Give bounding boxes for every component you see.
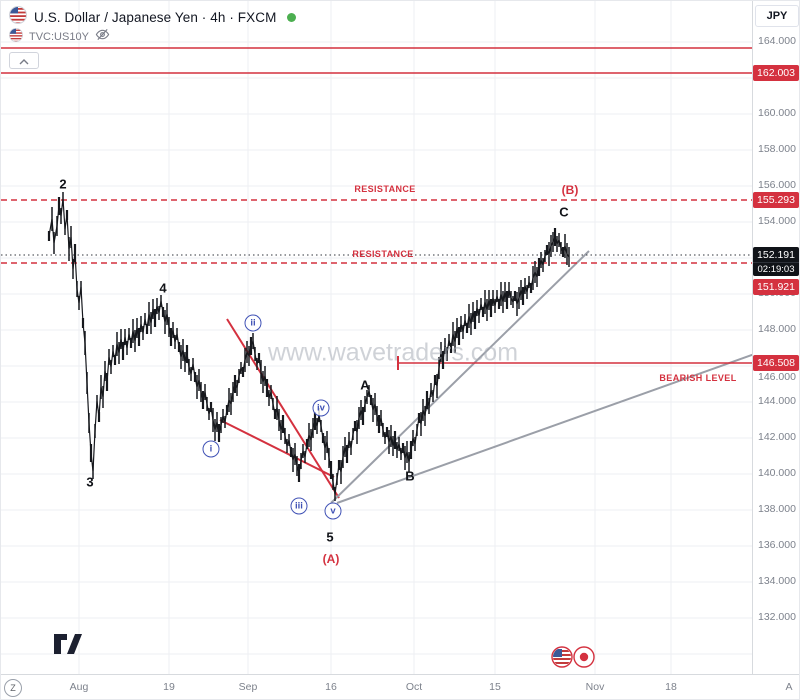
time-tick: Oct — [405, 681, 423, 693]
price-level-badge: 146.508 — [753, 355, 799, 371]
gray-trendline — [336, 353, 754, 504]
chart-legend: U.S. Dollar / Japanese Yen · 4h · FXCM — [9, 5, 297, 69]
chart-area[interactable]: www.wavetraders.com RESISTANCE RESISTANCE… — [1, 1, 754, 676]
price-level-badge: 151.921 — [753, 279, 799, 295]
watermark: www.wavetraders.com — [267, 338, 519, 367]
collapse-legend-button[interactable] — [9, 52, 39, 69]
timezone-button[interactable]: Z — [4, 679, 22, 697]
price-tick: 144.000 — [758, 395, 796, 407]
currency-toggle-button[interactable]: JPY — [755, 5, 799, 27]
us-flag-circle-icon — [551, 646, 573, 673]
tradingview-logo[interactable] — [53, 633, 83, 660]
price-tick: 146.000 — [758, 371, 796, 383]
gray-trendline — [330, 250, 590, 504]
price-tick: 142.000 — [758, 431, 796, 443]
visibility-off-icon[interactable] — [95, 27, 110, 47]
indicator-title[interactable]: TVC:US10Y — [29, 31, 89, 43]
symbol-title[interactable]: U.S. Dollar / Japanese Yen · 4h · FXCM — [34, 9, 277, 25]
indicator-row[interactable]: TVC:US10Y — [9, 27, 296, 47]
price-level-badge: 162.003 — [753, 65, 799, 81]
time-tick: Nov — [585, 681, 605, 693]
time-axis[interactable]: Z Aug 19 Sep 16 Oct 15 Nov 18 A — [1, 674, 799, 699]
time-tick: Aug — [69, 681, 89, 693]
time-tick: 19 — [163, 681, 175, 693]
price-axis[interactable]: JPY 164.000 160.000 158.000 156.000 154.000 1… — [752, 1, 799, 676]
us-flag-icon — [9, 5, 27, 29]
price-tick: 134.000 — [758, 575, 796, 587]
price-level-badge: 155.293 — [753, 192, 799, 208]
current-price-label: 152.191 — [757, 248, 795, 261]
price-tick: 140.000 — [758, 467, 796, 479]
price-tick: 158.000 — [758, 143, 796, 155]
price-chart-canvas — [1, 1, 754, 676]
time-tick: 15 — [489, 681, 501, 693]
current-price-badge: 152.191 02:19:03 — [753, 247, 799, 276]
red-trendline — [219, 419, 335, 478]
price-tick: 164.000 — [758, 35, 796, 47]
price-tick: 154.000 — [758, 215, 796, 227]
price-tick: 148.000 — [758, 323, 796, 335]
japan-flag-circle-icon — [573, 646, 595, 673]
price-tick: 132.000 — [758, 611, 796, 623]
time-tick: A — [785, 681, 793, 693]
time-tick: 16 — [325, 681, 337, 693]
price-tick: 156.000 — [758, 179, 796, 191]
symbol-flag-pair — [551, 646, 595, 673]
price-tick: 160.000 — [758, 107, 796, 119]
time-tick: 18 — [665, 681, 677, 693]
price-tick: 138.000 — [758, 503, 796, 515]
bar-countdown-label: 02:19:03 — [753, 262, 799, 276]
market-status-dot — [287, 12, 297, 22]
chevron-up-icon — [19, 52, 29, 70]
time-tick: Sep — [238, 681, 258, 693]
us-flag-icon-small — [9, 27, 23, 47]
price-tick: 136.000 — [758, 539, 796, 551]
symbol-row[interactable]: U.S. Dollar / Japanese Yen · 4h · FXCM — [9, 5, 297, 29]
